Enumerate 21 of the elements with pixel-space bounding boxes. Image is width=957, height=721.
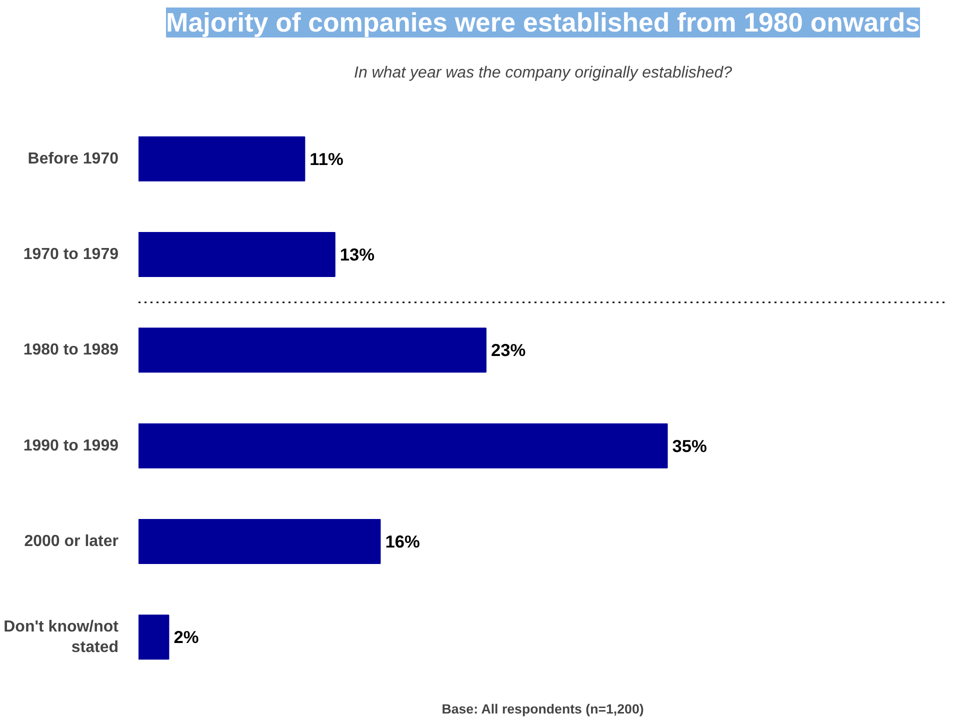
data-label: 2% <box>174 627 199 648</box>
data-label: 16% <box>385 531 420 552</box>
y-tick-label: Before 1970 <box>28 150 119 168</box>
y-tick-label: Don't know/not stated <box>4 618 120 656</box>
y-tick-label: 1970 to 1979 <box>23 246 119 264</box>
bar <box>138 136 306 182</box>
chart-subtitle: In what year was the company originally established? <box>354 64 732 82</box>
bar <box>138 232 336 278</box>
data-label: 13% <box>340 244 375 265</box>
bar <box>138 328 486 373</box>
data-label: 23% <box>490 340 526 360</box>
text: Base: All respondents (n=1,200) <box>442 702 644 716</box>
chart-title: Majority of companies were established from 1980 onwards <box>166 8 920 38</box>
data-label: 35% <box>672 436 707 456</box>
bar <box>138 614 170 660</box>
y-tick-label: 1990 to 1999 <box>23 437 119 454</box>
bar <box>138 423 668 468</box>
data-label: 11% <box>310 148 344 169</box>
y-tick-label: 2000 or later <box>24 532 118 550</box>
y-tick-label: 1980 to 1989 <box>23 342 119 359</box>
bar <box>138 518 381 564</box>
